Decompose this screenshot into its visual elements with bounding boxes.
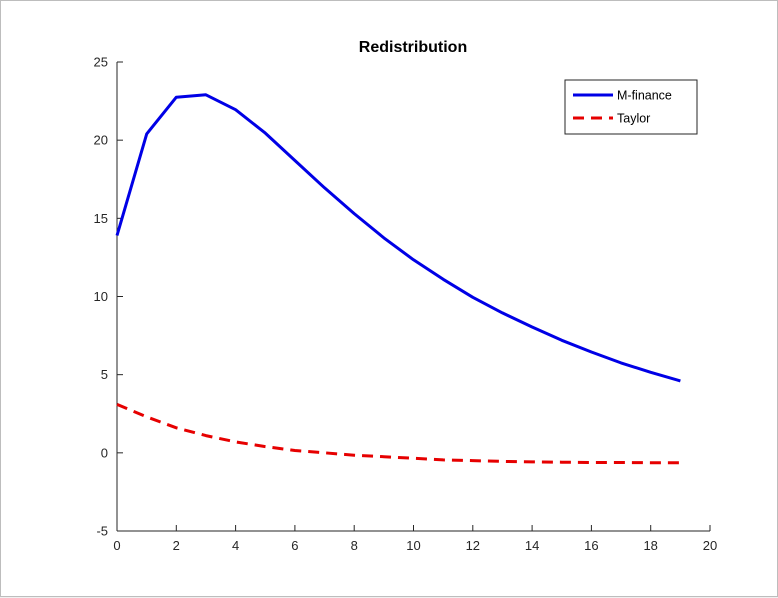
- x-tick-label: 4: [232, 538, 239, 553]
- axes: 0 2 4 6 8 10 12 14 16 18 20 -5 0 5 10 15 20 25: [94, 55, 718, 554]
- x-tick-label: 18: [643, 538, 657, 553]
- series-line-m-finance: [115, 93, 681, 383]
- series-line-taylor: [116, 403, 681, 465]
- x-tick-label: 12: [466, 538, 480, 553]
- plot-area: [117, 62, 710, 531]
- legend-box: [564, 79, 698, 135]
- x-tick-label: 14: [525, 538, 539, 553]
- x-tick-label: 20: [703, 538, 717, 553]
- y-tick-label: 10: [94, 289, 108, 304]
- legend-label: M-finance: [617, 89, 672, 103]
- series-layer: [115, 93, 681, 465]
- y-tick-label: 0: [101, 445, 108, 460]
- x-tick-label: 2: [173, 538, 180, 553]
- y-tick-label: 15: [94, 211, 108, 226]
- legend-label: Taylor: [617, 112, 650, 126]
- y-tick-label: 20: [94, 133, 108, 148]
- y-tick-label: 25: [94, 55, 108, 70]
- legend: M-finance Taylor: [564, 79, 698, 135]
- chart-title: Redistribution: [359, 39, 467, 56]
- y-tick-label: -5: [96, 524, 108, 539]
- x-tick-label: 10: [406, 538, 420, 553]
- x-tick-label: 16: [584, 538, 598, 553]
- x-tick-label: 0: [113, 538, 120, 553]
- x-tick-label: 6: [291, 538, 298, 553]
- y-tick-label: 5: [101, 367, 108, 382]
- x-tick-label: 8: [351, 538, 358, 553]
